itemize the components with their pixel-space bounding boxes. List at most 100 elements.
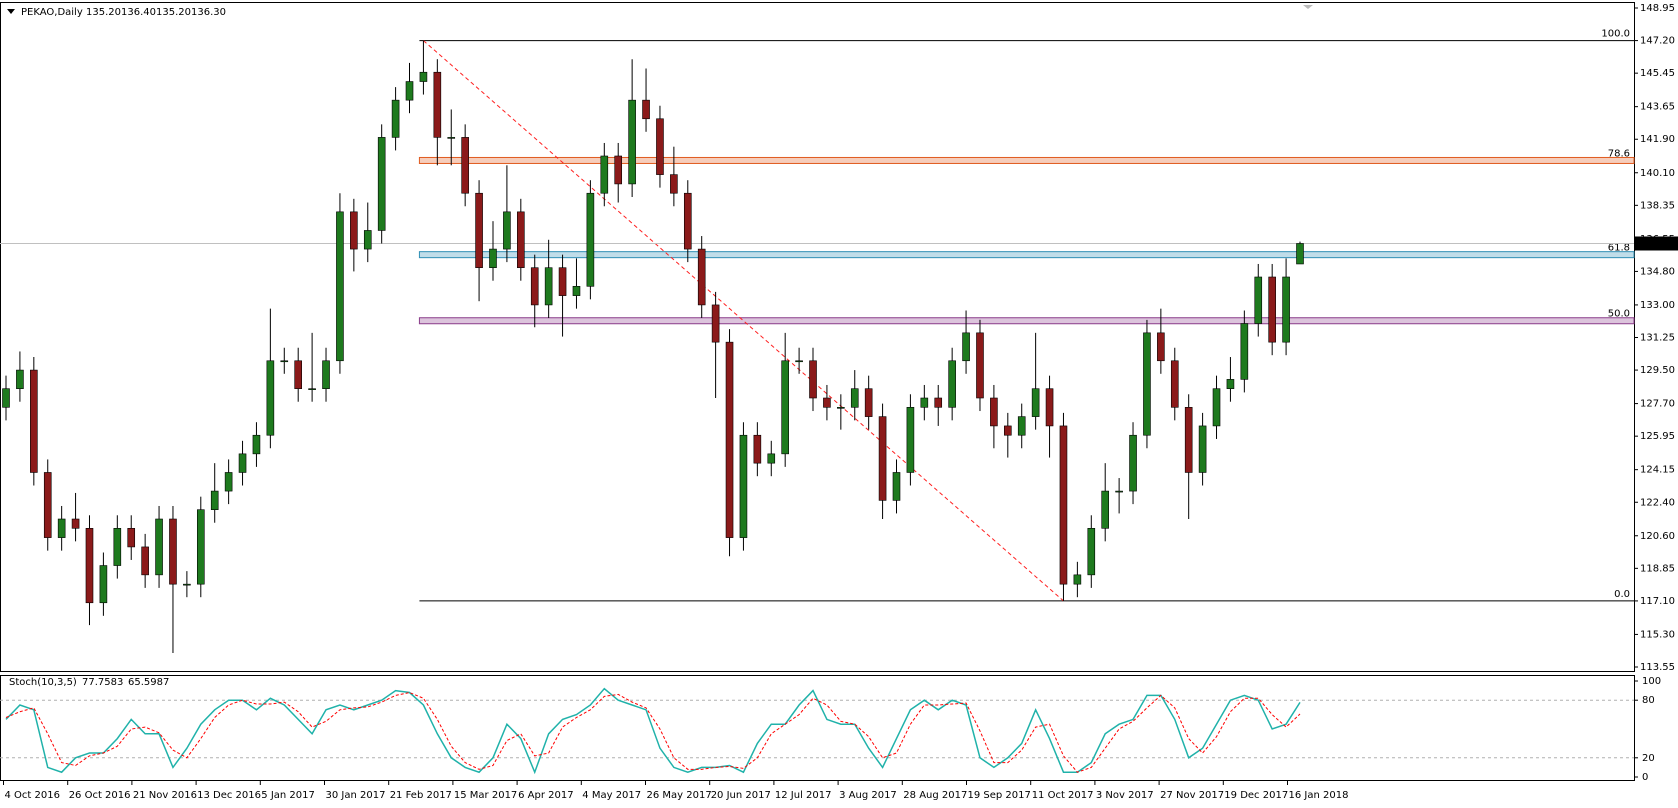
fib-level [418, 156, 1635, 164]
candle-body [169, 518, 177, 585]
x-tick-label: 30 Jan 2017 [326, 790, 386, 801]
y-tick-label: 124.15 [1640, 465, 1675, 476]
y-tick-label: 120.60 [1640, 531, 1675, 542]
candle-body [1254, 276, 1263, 324]
y-tick-label: 125.95 [1640, 431, 1675, 442]
candle-body [1296, 243, 1304, 265]
candle-body [433, 71, 442, 138]
candle-body [1184, 407, 1193, 473]
y-tick-label: 20 [1642, 753, 1655, 764]
x-tick-label: 12 Jul 2017 [775, 790, 832, 801]
fib-level [418, 251, 1635, 259]
candle-body [572, 286, 581, 296]
x-tick-label: 26 Oct 2016 [69, 790, 131, 801]
candle-body [1115, 490, 1123, 493]
candle-body [517, 211, 525, 268]
candle-body [697, 248, 706, 306]
x-tick-label: 15 Mar 2017 [454, 790, 517, 801]
fib-label: 78.6 [1608, 148, 1630, 159]
candle-body [1101, 490, 1110, 529]
candle-body [1143, 332, 1151, 436]
y-tick-label: 148.95 [1640, 3, 1675, 14]
y-tick-label: 129.50 [1640, 365, 1675, 376]
candle-body [1004, 425, 1012, 436]
candle-body [1073, 574, 1082, 585]
candle-body [224, 472, 233, 492]
x-tick-label: 5 Jan 2017 [261, 790, 315, 801]
x-tick-label: 16 Jan 2018 [1289, 790, 1349, 801]
x-tick-label: 27 Nov 2017 [1160, 790, 1224, 801]
candle-body [16, 369, 24, 389]
candle-body [183, 583, 191, 586]
x-tick-label: 26 May 2017 [647, 790, 712, 801]
candle-body [405, 81, 414, 101]
y-tick-label: 138.35 [1640, 200, 1675, 211]
candle-body [656, 118, 664, 175]
candle-body [781, 360, 789, 455]
candle-body [837, 407, 845, 409]
candle-body [739, 434, 748, 538]
candle-body [1198, 425, 1207, 473]
candle-body [767, 453, 776, 464]
candle-body [892, 472, 901, 501]
candle-body [642, 99, 650, 120]
candle-body [1031, 388, 1040, 417]
candle-body [99, 565, 108, 604]
fib-trend-line [423, 40, 1064, 602]
y-tick-label: 0 [1642, 772, 1648, 783]
fib-label: 0.0 [1614, 589, 1630, 600]
x-tick-label: 21 Feb 2017 [390, 790, 452, 801]
y-tick-label: 127.70 [1640, 399, 1675, 410]
y-tick-label: 143.65 [1640, 102, 1675, 113]
candle-body [266, 360, 275, 436]
candle-body [906, 407, 915, 473]
candle-body [934, 397, 943, 408]
candle-body [196, 509, 205, 585]
y-tick-label: 134.80 [1640, 266, 1675, 277]
candle-body [1282, 276, 1290, 343]
y-tick-label: 141.90 [1640, 134, 1675, 145]
candle-body [294, 360, 302, 389]
y-tick-label: 113.55 [1640, 662, 1675, 673]
y-tick-label: 115.30 [1640, 629, 1675, 640]
candle-body [503, 211, 511, 250]
candle-body [210, 490, 219, 510]
candle-body [600, 155, 609, 194]
candle-body [350, 211, 358, 250]
stoch-signal-value: 65.5987 [128, 677, 169, 688]
y-tick-label: 100 [1642, 676, 1661, 687]
candle-body [391, 99, 400, 138]
candle-body [447, 137, 456, 139]
header-high: 136.40 [121, 7, 156, 18]
main-panel [0, 2, 1635, 672]
current-price-box [1635, 236, 1678, 251]
x-tick-label: 28 Aug 2017 [903, 790, 967, 801]
candle-body [864, 388, 873, 417]
x-tick-label: 6 Apr 2017 [518, 790, 573, 801]
candle-body [753, 434, 762, 464]
candle-body [322, 360, 330, 389]
fib-label: 61.8 [1608, 243, 1630, 254]
x-tick-label: 11 Oct 2017 [1032, 790, 1094, 801]
x-tick-label: 3 Nov 2017 [1096, 790, 1154, 801]
candle-body [586, 192, 595, 287]
candle-body [1170, 360, 1179, 408]
candle-body [1240, 323, 1249, 380]
x-tick-label: 19 Sep 2017 [968, 790, 1031, 801]
candle-body [962, 332, 970, 362]
y-tick-label: 122.40 [1640, 497, 1675, 508]
collapse-icon[interactable] [7, 9, 15, 14]
x-tick-label: 3 Aug 2017 [839, 790, 897, 801]
candle-body [1212, 388, 1221, 427]
header-close: 136.30 [191, 7, 226, 18]
candle-body [795, 360, 803, 363]
x-tick-label: 4 Oct 2016 [5, 790, 60, 801]
candle-body [530, 267, 539, 306]
candle-body [113, 528, 122, 566]
candle-body [238, 453, 247, 473]
stoch-line [5, 687, 1301, 775]
y-tick-label: 147.20 [1640, 36, 1675, 47]
candle-body [809, 360, 817, 399]
y-tick-label: 131.25 [1640, 333, 1675, 344]
